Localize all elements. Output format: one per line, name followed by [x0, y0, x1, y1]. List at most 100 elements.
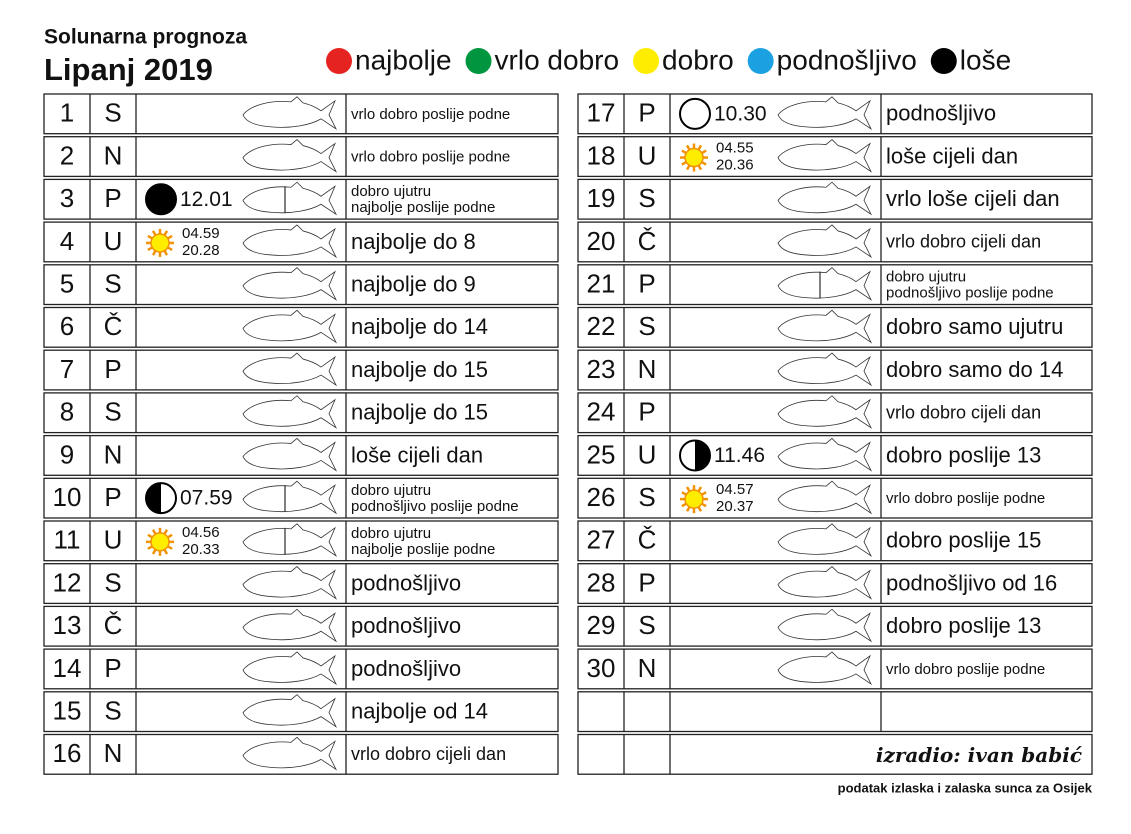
day-number: 6	[60, 311, 74, 341]
day-number: 21	[587, 269, 616, 299]
forecast-text: loše cijeli dan	[886, 143, 1018, 168]
row-box	[43, 563, 559, 605]
legend-dot	[326, 48, 352, 74]
fish-outline	[242, 694, 337, 728]
forecast-text: najbolje poslije podne	[351, 199, 495, 216]
row-box	[43, 434, 559, 476]
row-box	[43, 605, 559, 647]
weekday: U	[638, 439, 657, 469]
forecast-text: vrlo dobro cijeli dan	[886, 232, 1041, 252]
subtitle: Lipanj 2019	[44, 52, 213, 87]
fish-outline	[242, 651, 337, 685]
forecast-text: podnošljivo	[886, 101, 996, 126]
moon-icon	[679, 97, 711, 130]
moon-time: 12.01	[180, 188, 233, 211]
fish-outline	[777, 181, 872, 215]
fish-outline	[777, 96, 872, 130]
row-box	[577, 733, 1093, 775]
row-box	[43, 392, 559, 434]
day-number: 22	[587, 311, 616, 341]
fish-outline	[242, 224, 337, 258]
row-box	[43, 221, 559, 263]
fish-outline	[242, 480, 337, 514]
weekday: S	[638, 311, 655, 341]
day-number: 30	[587, 653, 616, 683]
row-box	[577, 434, 1093, 476]
day-number: 23	[587, 354, 616, 384]
fish-outline	[242, 96, 337, 130]
row-box	[577, 648, 1093, 690]
moon-shadow	[695, 440, 711, 471]
forecast-text: najbolje poslije podne	[351, 541, 495, 558]
fish-outline	[242, 736, 337, 770]
footer-note: podatak izlaska i zalaska sunca za Osije…	[838, 780, 1093, 795]
weekday: S	[104, 567, 121, 597]
weekday: Č	[104, 311, 123, 341]
weekday: P	[104, 482, 121, 512]
signature: izradio: ivan babić	[876, 743, 1082, 767]
moon-shadow	[145, 483, 161, 514]
forecast-text: loše cijeli dan	[351, 442, 483, 467]
row-box	[577, 221, 1093, 263]
legend-label: vrlo dobro	[495, 44, 620, 75]
row: izradio: ivan babić	[577, 733, 1093, 775]
legend-dot	[930, 48, 957, 74]
weekday: P	[638, 98, 655, 128]
day-number: 2	[60, 140, 74, 170]
row-box	[577, 178, 1093, 220]
row	[577, 691, 1093, 733]
moon-time: 07.59	[180, 487, 233, 510]
day-number: 18	[587, 140, 616, 170]
row-box	[43, 733, 559, 775]
legend-dot	[465, 48, 492, 74]
weekday: P	[638, 269, 655, 299]
forecast-text: najbolje do 14	[351, 314, 488, 339]
weekday: P	[638, 397, 655, 427]
legend-label: najbolje	[355, 44, 452, 75]
forecast-text: dobro samo ujutru	[886, 314, 1063, 339]
forecast-text: dobro poslije 13	[886, 442, 1041, 467]
forecast-text: najbolje do 15	[351, 400, 488, 425]
forecast-text: dobro poslije 13	[886, 613, 1041, 638]
day-number: 26	[587, 482, 616, 512]
moon-icon	[145, 183, 177, 216]
day-number: 9	[60, 439, 74, 469]
fish-outline	[777, 608, 872, 642]
sun-icon	[150, 532, 170, 552]
row-box	[43, 691, 559, 733]
sunrise: 04.59	[182, 225, 220, 242]
day-number: 4	[60, 226, 74, 256]
fish-outline	[777, 437, 872, 471]
day-number: 15	[53, 696, 82, 726]
forecast-text: vrlo loše cijeli dan	[886, 186, 1060, 211]
forecast-text: dobro ujutru	[886, 269, 966, 286]
forecast-text: dobro ujutru	[351, 482, 431, 499]
weekday: P	[104, 354, 121, 384]
row-box	[577, 136, 1093, 178]
moon-time: 10.30	[714, 102, 767, 125]
day-number: 8	[60, 397, 74, 427]
fish-outline	[242, 608, 337, 642]
sunrise: 04.55	[716, 140, 754, 157]
fish-outline	[777, 352, 872, 386]
row-box	[43, 520, 559, 562]
forecast-text: najbolje od 14	[351, 698, 488, 723]
forecast-text: dobro poslije 15	[886, 528, 1041, 553]
row-box	[577, 306, 1093, 348]
forecast-text: dobro samo do 14	[886, 357, 1063, 382]
legend-dot	[633, 48, 660, 74]
weekday: N	[104, 738, 123, 768]
